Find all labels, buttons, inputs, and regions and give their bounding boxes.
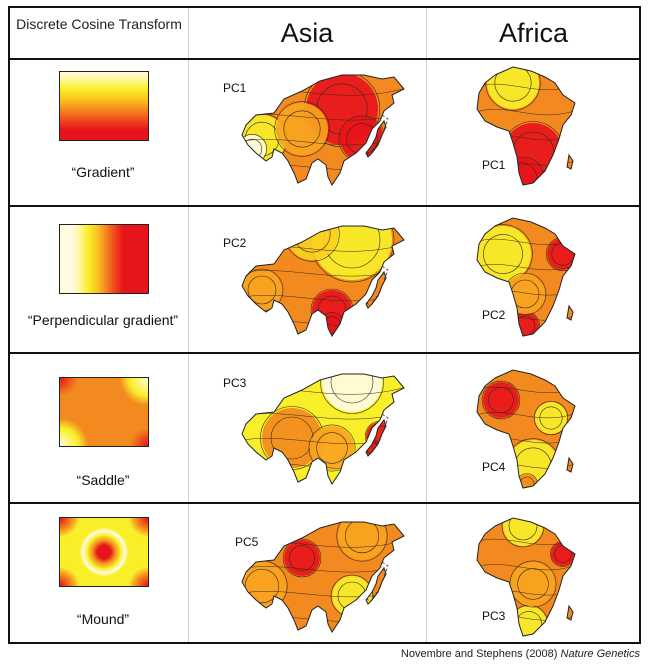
africa-pc-label: PC1	[482, 158, 506, 172]
asia-pc-label: PC3	[223, 376, 247, 390]
dct-pattern-saddle	[59, 377, 149, 447]
row-divider	[10, 205, 639, 207]
dct-label-perpendicular: “Perpendicular gradient”	[27, 312, 179, 328]
dct-label-saddle: “Saddle”	[76, 472, 130, 488]
figure-credit: Novembre and Stephens (2008) Nature Gene…	[401, 648, 640, 660]
credit-journal: Nature Genetics	[560, 648, 640, 660]
dct-pattern-mound	[59, 517, 149, 587]
africa-pc-label: PC2	[482, 308, 506, 322]
credit-authors: Novembre and Stephens (2008)	[400, 648, 558, 660]
row-divider	[10, 352, 639, 354]
dct-pattern-gradient	[59, 71, 149, 141]
asia-pc-label: PC1	[223, 81, 247, 95]
row-divider	[10, 502, 639, 504]
asia-map-pc5	[241, 521, 405, 633]
header-asia: Asia	[280, 18, 334, 48]
asia-pc-label: PC5	[235, 535, 259, 549]
africa-map-pc3	[476, 517, 576, 637]
figure-table: Discrete Cosine Transform Asia Africa “G…	[8, 6, 641, 644]
africa-map-pc2	[476, 217, 576, 337]
dct-label-mound: “Mound”	[76, 611, 130, 627]
column-divider	[426, 8, 427, 642]
header-divider	[10, 58, 639, 60]
africa-pc-label: PC3	[482, 609, 506, 623]
asia-map-pc1	[241, 74, 405, 186]
header-africa: Africa	[498, 18, 569, 48]
dct-label-gradient: “Gradient”	[71, 164, 135, 180]
africa-map-pc1	[476, 66, 576, 186]
asia-pc-label: PC2	[223, 236, 247, 250]
africa-map-pc4	[476, 369, 576, 489]
dct-pattern-perpendicular-gradient	[59, 224, 149, 294]
asia-map-pc3	[241, 373, 405, 485]
asia-map-pc2	[241, 225, 405, 337]
column-divider	[188, 8, 189, 642]
africa-pc-label: PC4	[482, 460, 506, 474]
header-dct: Discrete Cosine Transform	[16, 16, 182, 32]
